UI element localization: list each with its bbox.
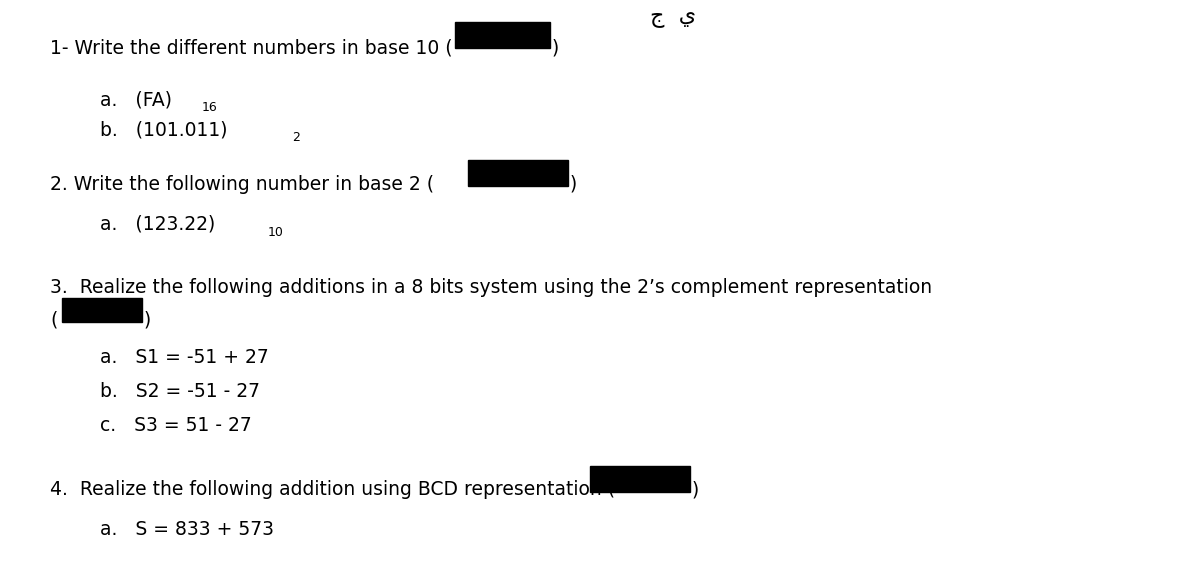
Bar xyxy=(590,466,690,492)
Text: a.   S1 = -51 + 27: a. S1 = -51 + 27 xyxy=(100,348,269,367)
Text: c.   S3 = 51 - 27: c. S3 = 51 - 27 xyxy=(100,416,252,435)
Text: ): ) xyxy=(144,310,151,329)
Text: 2. Write the following number in base 2 (: 2. Write the following number in base 2 … xyxy=(50,175,434,194)
Text: 16: 16 xyxy=(202,101,217,114)
Text: 3.  Realize the following additions in a 8 bits system using the 2’s complement : 3. Realize the following additions in a … xyxy=(50,278,932,297)
Text: 2: 2 xyxy=(292,131,300,144)
Text: b.   S2 = -51 - 27: b. S2 = -51 - 27 xyxy=(100,382,260,401)
Text: (: ( xyxy=(50,310,58,329)
Text: a.   S = 833 + 573: a. S = 833 + 573 xyxy=(100,520,274,539)
Text: ج  ي: ج ي xyxy=(650,8,696,28)
Text: 4.  Realize the following addition using BCD representation (: 4. Realize the following addition using … xyxy=(50,480,616,499)
Text: a.   (123.22): a. (123.22) xyxy=(100,215,215,234)
Text: 1- Write the different numbers in base 10 (: 1- Write the different numbers in base 1… xyxy=(50,38,452,57)
Bar xyxy=(455,22,550,48)
Bar xyxy=(468,160,568,186)
Text: ): ) xyxy=(692,480,700,499)
Text: a.   (FA): a. (FA) xyxy=(100,90,172,109)
Text: 10: 10 xyxy=(268,226,284,239)
Text: b.   (101.011): b. (101.011) xyxy=(100,120,228,139)
Text: ): ) xyxy=(570,175,577,194)
Text: ): ) xyxy=(552,38,559,57)
Bar xyxy=(62,298,142,322)
